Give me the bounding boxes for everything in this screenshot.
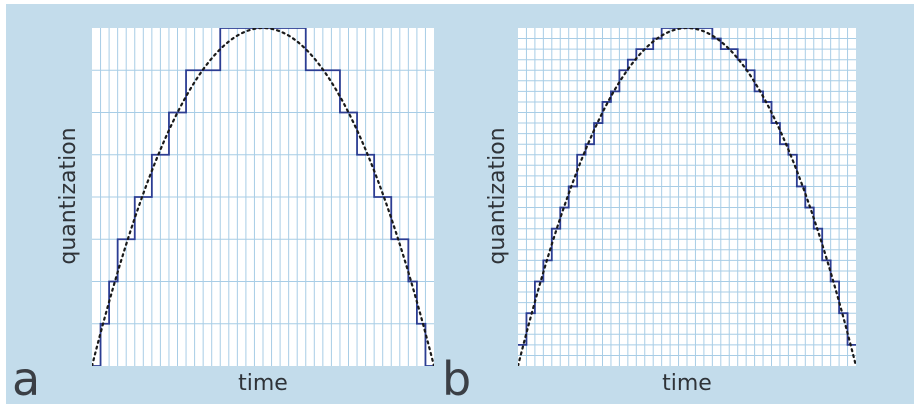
panel-b-y-axis-label: quantization bbox=[485, 127, 510, 265]
panel-a-analog-curve bbox=[92, 28, 434, 366]
panel-b-letter: b bbox=[442, 352, 472, 406]
panel-b-plot bbox=[518, 28, 856, 366]
panel-b-analog-curve bbox=[518, 28, 856, 366]
panel-a-y-axis-label: quantization bbox=[56, 127, 81, 265]
panel-b-quantized-signal bbox=[518, 28, 856, 346]
panel-b-grid bbox=[518, 28, 856, 366]
panel-a-plot bbox=[92, 28, 434, 366]
panel-a-letter: a bbox=[12, 352, 41, 406]
panel-a-quantized-signal bbox=[92, 28, 434, 366]
panel-b-x-axis-label: time bbox=[662, 371, 712, 396]
panel-a-x-axis-label: time bbox=[238, 371, 288, 396]
